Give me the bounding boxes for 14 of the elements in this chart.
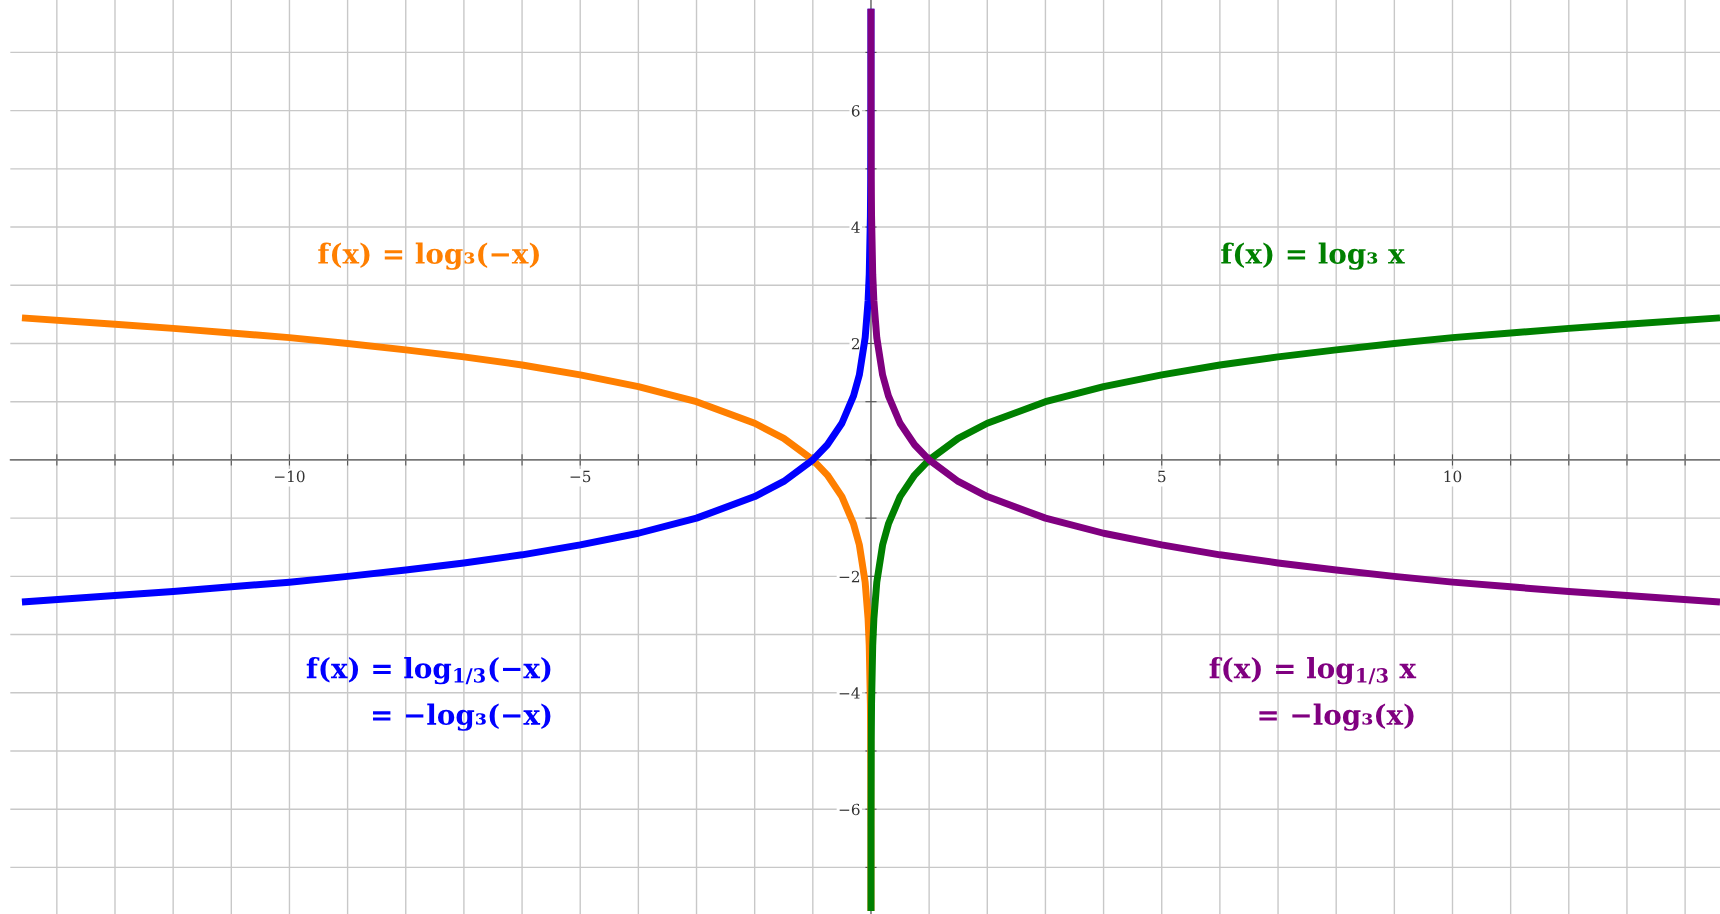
y-tick-label: 2	[851, 337, 860, 350]
y-tick-label: 6	[851, 105, 860, 117]
x-tick-label: 5	[1158, 470, 1166, 483]
x-tick-label: 10	[1444, 470, 1462, 483]
text: f(x) = log₃ x	[1221, 242, 1405, 270]
y-tick-label: −6	[839, 803, 860, 816]
text: f(x) = log$_{1/3}$(−x) = −log₃(−x)	[306, 657, 551, 731]
y-tick-label: −4	[839, 687, 860, 699]
x-tick-label: −10	[274, 470, 305, 483]
text: f(x) = log₃(−x)	[318, 242, 539, 270]
y-tick-label: 4	[851, 221, 860, 233]
y-tick-label: −2	[839, 570, 860, 583]
x-tick-label: −5	[570, 470, 591, 483]
text: f(x) = log$_{1/3}$ x = −log₃(x)	[1209, 657, 1417, 731]
